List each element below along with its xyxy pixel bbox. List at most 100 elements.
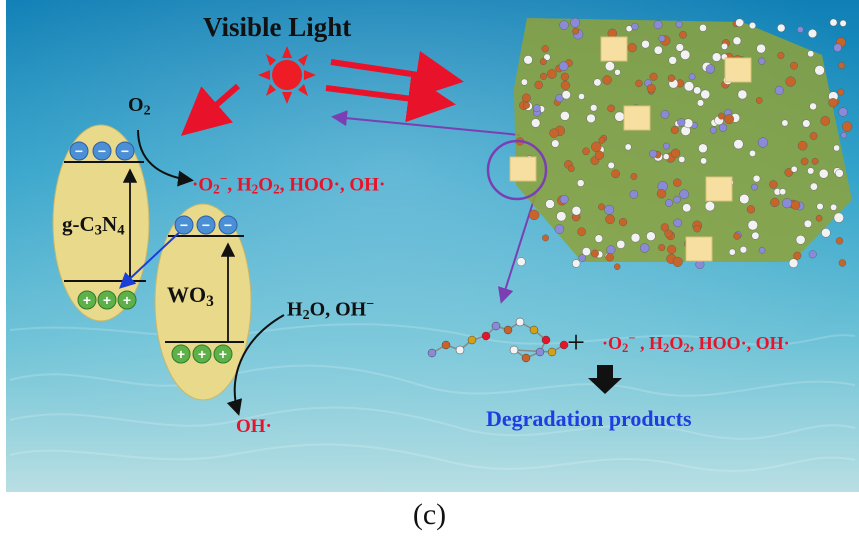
sheet-atom bbox=[797, 140, 808, 151]
sheet-atom bbox=[545, 199, 555, 209]
sheet-atom bbox=[630, 173, 638, 180]
molecule-atom bbox=[491, 321, 501, 331]
sheet-atom bbox=[516, 257, 526, 267]
sheet-atom bbox=[718, 112, 725, 120]
sheet-atom bbox=[559, 194, 569, 204]
sheet-atom bbox=[755, 97, 763, 104]
sheet-atom bbox=[605, 61, 615, 72]
sheet-atom bbox=[816, 202, 824, 210]
hole-sign: + bbox=[177, 346, 185, 362]
sheet-atom bbox=[781, 119, 789, 127]
sheet-atom bbox=[807, 50, 815, 58]
electron-sign: − bbox=[180, 217, 188, 233]
sheet-atom bbox=[732, 36, 742, 45]
o2-label: O2 bbox=[128, 94, 151, 119]
sheet-atom bbox=[640, 243, 650, 253]
hole-sign: + bbox=[219, 346, 227, 362]
hole-sign: + bbox=[123, 292, 131, 308]
sheet-atom bbox=[554, 224, 565, 234]
sheet-atom bbox=[777, 23, 786, 33]
sheet-atom bbox=[746, 205, 756, 214]
sheet-atom bbox=[684, 81, 695, 92]
sheet-atom bbox=[774, 85, 784, 95]
sheet-atom bbox=[709, 126, 717, 134]
sheet-atom bbox=[631, 22, 639, 31]
molecule-atom bbox=[503, 325, 513, 335]
g-c3n4-label: g-C3N4 bbox=[62, 212, 125, 239]
molecule-atom bbox=[535, 347, 545, 357]
sheet-atom bbox=[542, 234, 549, 242]
sheet-atom bbox=[724, 114, 734, 125]
sheet-atom bbox=[558, 61, 569, 72]
sheet-atom bbox=[811, 157, 819, 165]
sheet-atom bbox=[821, 228, 831, 238]
sheet-atom bbox=[680, 49, 691, 60]
sheet-atom bbox=[803, 219, 812, 228]
electron-sign: − bbox=[202, 217, 210, 233]
sheet-atom bbox=[570, 17, 581, 28]
sheet-atom bbox=[704, 201, 715, 212]
electron-transfer-arrow bbox=[119, 228, 184, 289]
sheet-atom bbox=[594, 234, 603, 243]
sheet-atom bbox=[551, 139, 560, 148]
sheet-atom bbox=[815, 214, 823, 222]
sheet-atom bbox=[790, 200, 801, 210]
sheet-atom bbox=[679, 30, 687, 39]
hole-sign: + bbox=[103, 292, 111, 308]
sheet-atom bbox=[675, 20, 683, 28]
water-oxidation-arrow bbox=[226, 314, 285, 416]
sheet-atom bbox=[735, 18, 744, 27]
sheet-atom bbox=[653, 20, 663, 30]
sheet-atom bbox=[769, 180, 778, 189]
molecule-atom bbox=[481, 331, 491, 341]
sheet-atom bbox=[699, 24, 707, 32]
sheet-atom bbox=[700, 89, 711, 100]
sheet-atom bbox=[616, 239, 626, 249]
sheet-atom bbox=[586, 113, 596, 124]
sheet-atom bbox=[561, 90, 571, 100]
sheet-atom bbox=[521, 78, 528, 86]
sheet-atom bbox=[790, 61, 798, 70]
sheet-atom bbox=[688, 73, 696, 81]
sheet-atom bbox=[673, 178, 682, 187]
sheet-atom bbox=[828, 98, 838, 108]
sheet-atom bbox=[670, 125, 679, 134]
molecule-atom bbox=[559, 340, 569, 350]
sheet-atom bbox=[838, 259, 847, 267]
sheet-atom bbox=[556, 211, 567, 222]
sheet-atom bbox=[660, 223, 669, 232]
sheet-atom bbox=[649, 72, 658, 81]
sheet-atom bbox=[572, 259, 581, 268]
sheet-atom bbox=[667, 244, 677, 254]
sheet-atom bbox=[541, 45, 549, 53]
sheet-atoms bbox=[515, 17, 853, 270]
wo3-electrons bbox=[174, 215, 238, 235]
sheet-atom bbox=[656, 188, 667, 199]
sheet-atom bbox=[555, 93, 564, 103]
sheet-atom bbox=[560, 111, 570, 121]
g-c3n4-holes bbox=[77, 290, 137, 310]
sheet-atom bbox=[605, 253, 614, 262]
o2-reduction-arrow bbox=[137, 129, 194, 187]
sheet-atom bbox=[577, 179, 585, 187]
sheet-atom bbox=[571, 205, 582, 216]
sheet-atom bbox=[572, 27, 580, 35]
molecule-atom bbox=[547, 347, 557, 357]
sheet-atom bbox=[840, 131, 847, 139]
electron-sign: − bbox=[224, 217, 232, 233]
sheet-atom bbox=[800, 157, 809, 166]
sheet-atom bbox=[835, 237, 844, 245]
sheet-atom bbox=[718, 123, 728, 132]
degradation-products-label: Degradation products bbox=[486, 406, 692, 431]
sheet-atom bbox=[820, 116, 831, 126]
sheet-atom bbox=[605, 214, 615, 225]
sheet-atom bbox=[833, 144, 840, 152]
hole-sign: + bbox=[83, 292, 91, 308]
sheet-atom bbox=[770, 197, 780, 208]
sheet-atom bbox=[577, 227, 586, 236]
sheet-atom bbox=[624, 143, 632, 151]
sheet-atom bbox=[607, 104, 615, 113]
molecule-atom bbox=[509, 345, 519, 355]
sheet-atom bbox=[673, 195, 681, 204]
sheet-atom bbox=[809, 102, 817, 111]
